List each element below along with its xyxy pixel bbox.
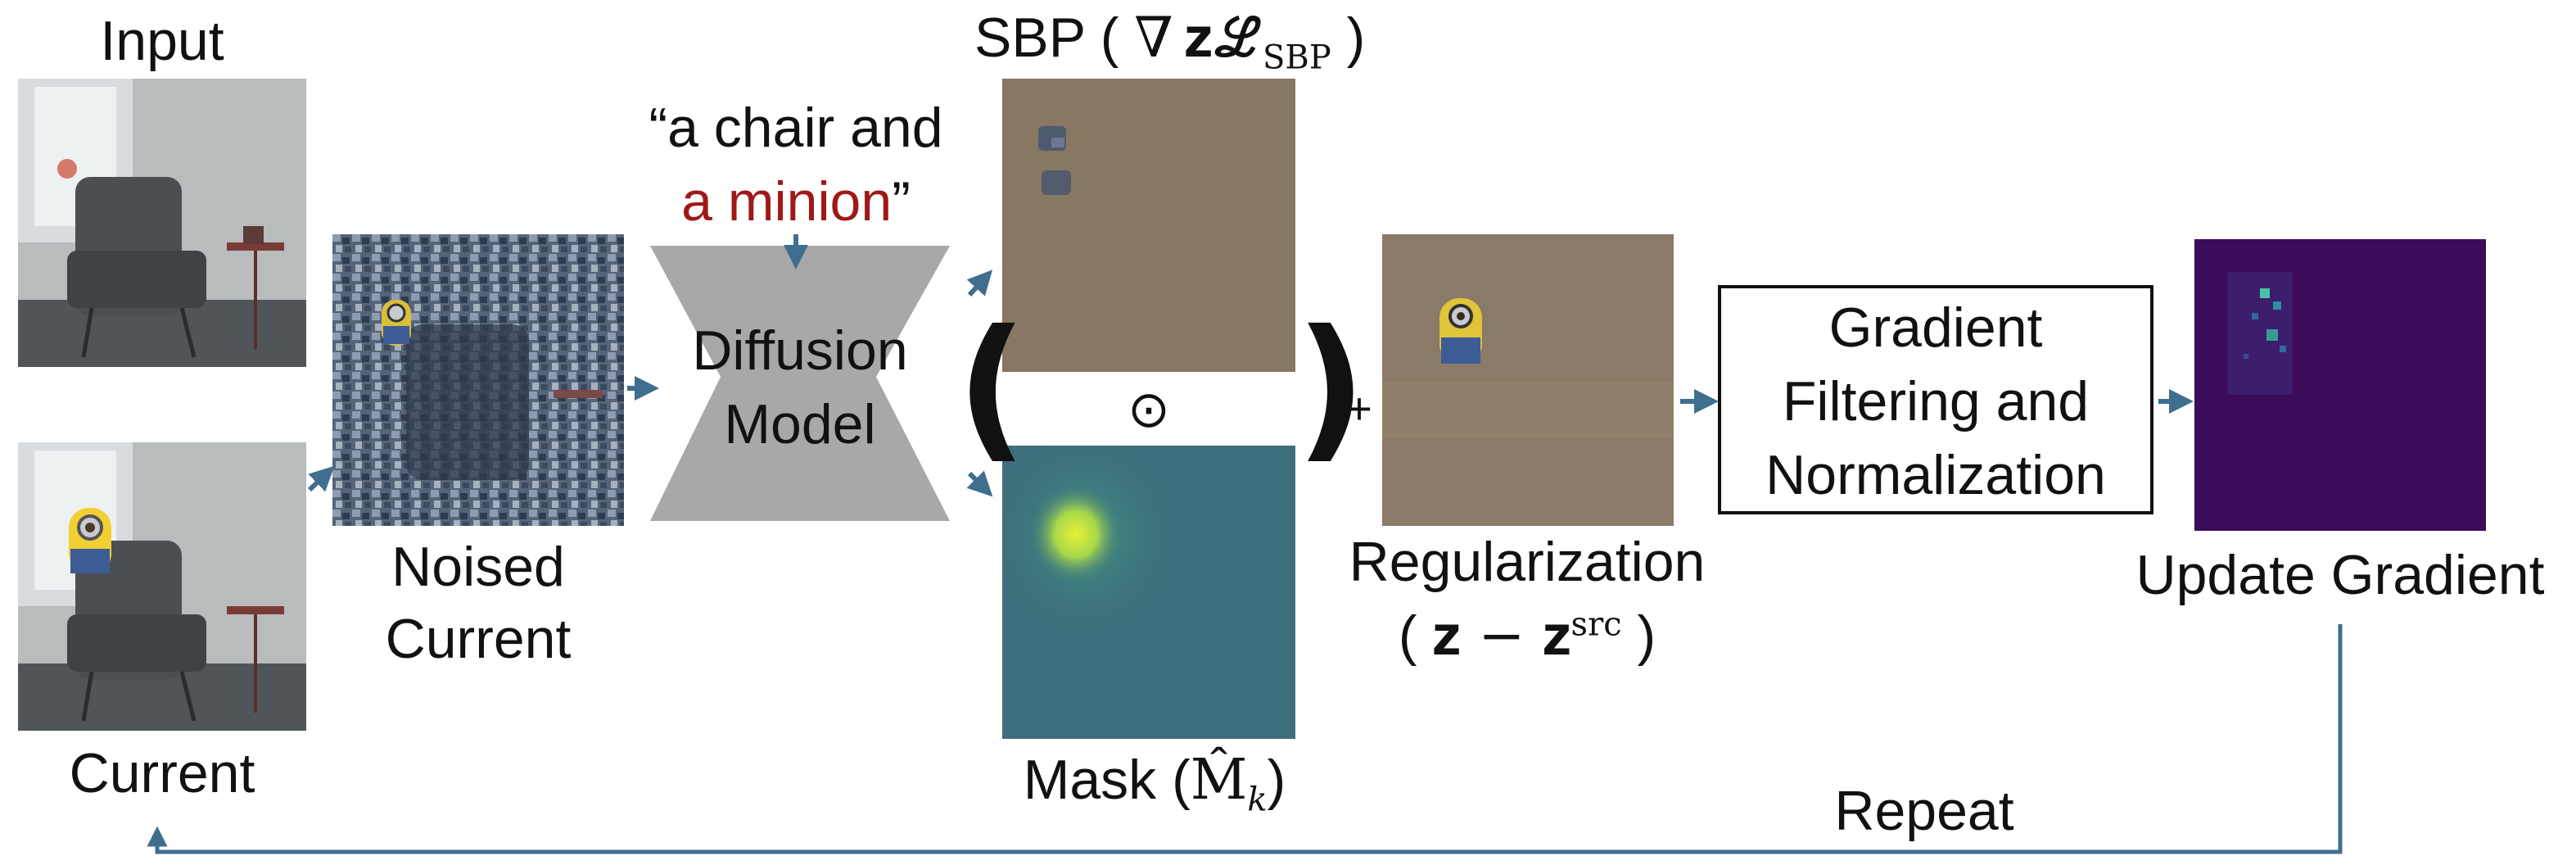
hadamard-symbol: ⊙ (1128, 382, 1170, 438)
regularization-label: Regularization (1349, 531, 1706, 593)
arrow-model-to-sbp (966, 269, 993, 297)
arrow-current-to-noised (307, 465, 335, 492)
close-paren: ) (1295, 297, 1367, 478)
sbp-math: ∇ 𝐳ℒ (1134, 6, 1263, 70)
arrow-model-to-mask (966, 470, 993, 497)
sbp-gradient-image (1002, 79, 1295, 372)
noised-label-line1: Noised (391, 536, 565, 598)
input-label: Input (100, 10, 224, 72)
update-gradient-image (2194, 239, 2486, 531)
filtering-line3: Normalization (1765, 444, 2106, 506)
mask-label: Mask (M̂k) (1023, 748, 1286, 819)
repeat-loop-arrow (147, 624, 2343, 854)
sbp-math-sub: SBP (1263, 38, 1331, 77)
noised-label-line2: Current (385, 608, 572, 670)
prompt-line1: “a chair and (649, 97, 943, 159)
open-paren: ( (956, 297, 1028, 478)
update-gradient-label: Update Gradient (2135, 544, 2545, 606)
mask-image (1002, 446, 1295, 739)
filtering-box (1718, 285, 2153, 514)
regularization-math: ( 𝐳 − 𝐳src ) (1398, 604, 1656, 668)
current-label: Current (69, 742, 255, 804)
model-label-line2: Model (724, 393, 876, 455)
filtering-line1: Gradient (1828, 297, 2043, 359)
diffusion-model-shape (650, 246, 950, 521)
sbp-label: SBP ( ∇ 𝐳ℒSBP ) (974, 6, 1366, 77)
prompt-close-quote: ” (892, 170, 911, 233)
repeat-label: Repeat (1834, 780, 2014, 842)
filtering-line2: Filtering and (1782, 370, 2090, 432)
model-label-line1: Diffusion (692, 319, 908, 382)
noised-current-image (332, 234, 624, 526)
prompt-highlight: a minion (681, 170, 893, 233)
input-image (18, 79, 306, 367)
current-image (18, 442, 306, 731)
plus-symbol: + (1346, 384, 1372, 433)
prompt-line2: a minion” (622, 174, 969, 229)
regularization-image (1382, 234, 1674, 526)
